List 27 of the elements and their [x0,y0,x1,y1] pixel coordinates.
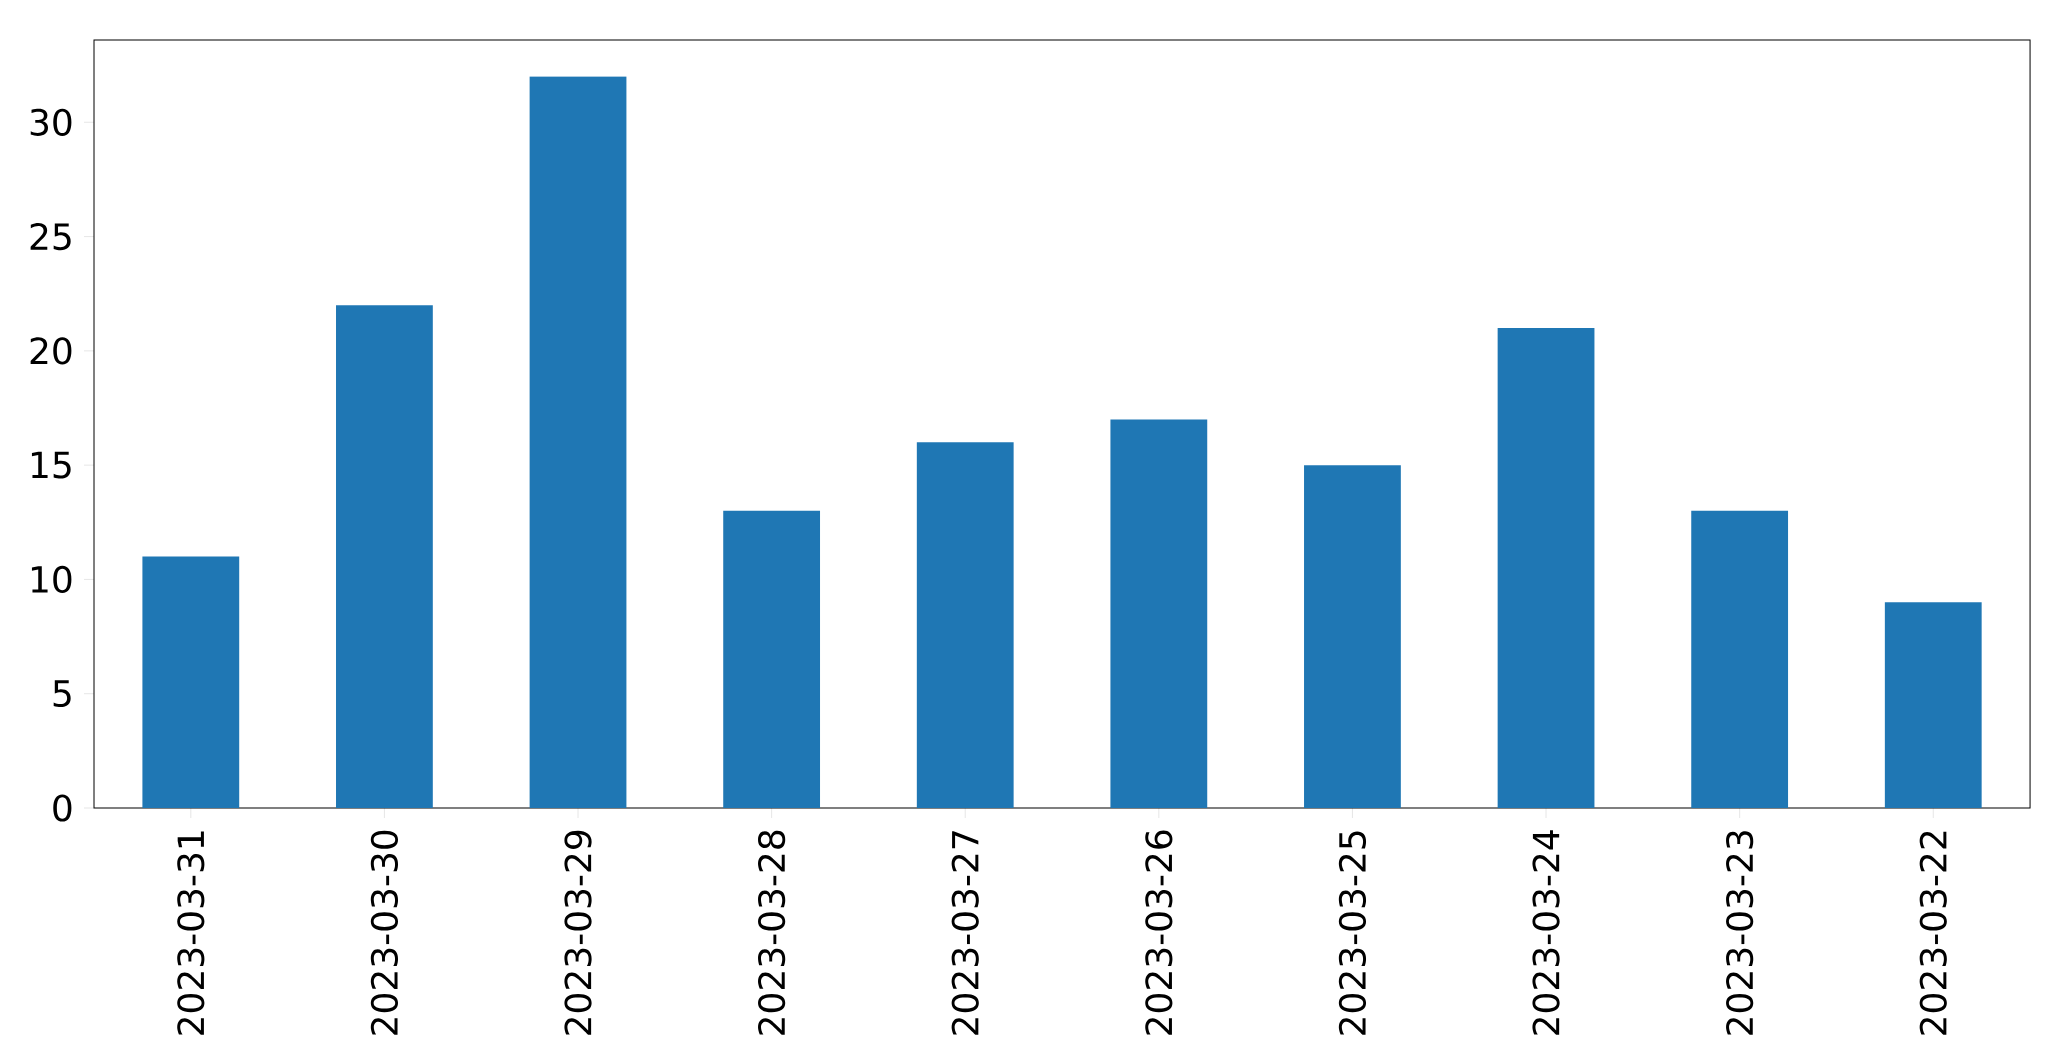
bar [1884,602,1982,808]
y-tick-label: 30 [30,108,72,136]
bar [1497,327,1595,808]
bar [1304,465,1401,808]
bar [916,442,1014,808]
x-tick-label: 2023-03-25 [1338,831,1367,1035]
y-tick-label: 10 [31,565,72,594]
x-tick-label: 2023-03-23 [1726,831,1754,1035]
x-tick-label: 2023-03-27 [951,831,979,1035]
y-tick-label: 20 [30,337,72,365]
bar [142,556,240,808]
x-tick-label: 2023-03-24 [1532,830,1560,1035]
bar [336,305,433,808]
x-tick-label: 2023-03-31 [177,831,205,1035]
y-tick-label: 15 [31,451,71,479]
x-tick-label: 2023-03-26 [1145,830,1173,1035]
bar [529,76,627,808]
x-tick-label: 2023-03-29 [564,830,592,1035]
x-tick-label: 2023-03-30 [370,830,399,1035]
y-tick-label: 0 [53,794,72,822]
x-tick-label: 2023-03-22 [1919,831,1947,1035]
x-tick-label: 2023-03-28 [758,830,786,1035]
y-tick-label: 25 [30,222,71,251]
y-tick-label: 5 [53,680,71,708]
bar [1110,419,1208,808]
bar [723,510,821,808]
bar [1691,510,1789,808]
